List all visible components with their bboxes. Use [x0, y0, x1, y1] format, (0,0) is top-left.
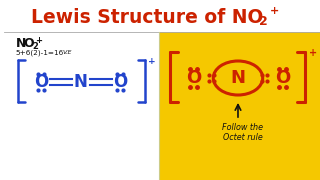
- Text: 5+6(2)-1=16: 5+6(2)-1=16: [16, 50, 64, 56]
- Text: Octet rule: Octet rule: [223, 134, 263, 143]
- Text: O: O: [24, 37, 34, 50]
- Text: O: O: [113, 73, 128, 91]
- Bar: [159, 32, 320, 180]
- Bar: [4, 32, 159, 180]
- Text: Lewis Structure of NO: Lewis Structure of NO: [31, 8, 263, 26]
- Text: N: N: [230, 69, 245, 87]
- Text: +: +: [309, 48, 317, 58]
- Text: +: +: [36, 35, 43, 44]
- Text: N: N: [16, 37, 26, 50]
- Text: 2: 2: [32, 42, 38, 51]
- Text: V.E: V.E: [62, 50, 72, 55]
- Text: O: O: [34, 73, 49, 91]
- Bar: [4, 0, 320, 32]
- Text: Follow the: Follow the: [222, 123, 263, 132]
- Text: +: +: [148, 57, 156, 66]
- Text: +: +: [270, 6, 279, 16]
- Text: 2: 2: [259, 15, 268, 28]
- Text: N: N: [74, 73, 88, 91]
- Text: O: O: [275, 69, 290, 87]
- Text: O: O: [186, 69, 201, 87]
